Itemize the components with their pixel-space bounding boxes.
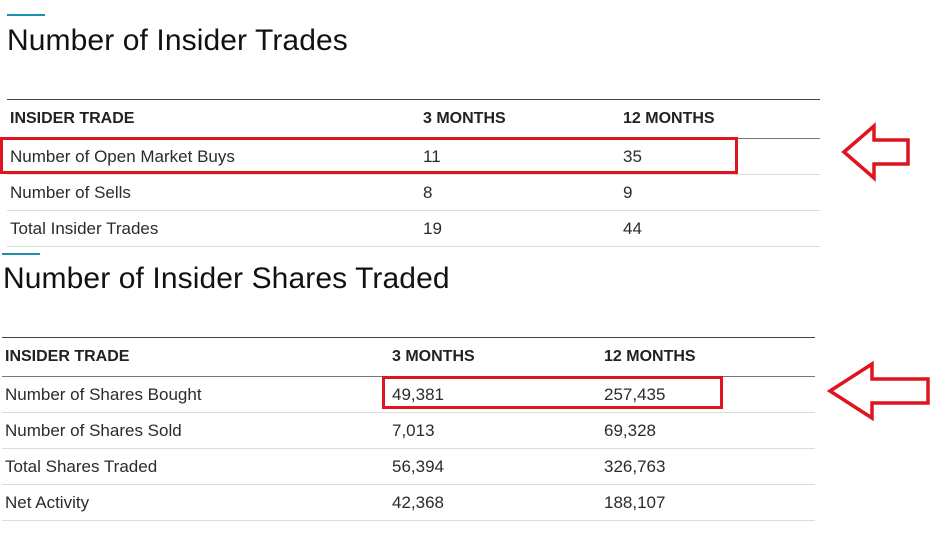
value-3-months: 19 (423, 210, 623, 247)
value-3-months: 56,394 (392, 448, 604, 485)
table-row: Number of Shares Sold 7,013 69,328 (2, 412, 815, 449)
row-label: Number of Shares Bought (2, 376, 392, 413)
column-header-insider-trade: INSIDER TRADE (2, 337, 392, 377)
value-12-months: 35 (623, 138, 820, 175)
accent-bar-trades (7, 14, 45, 16)
section-title-insider-trades: Number of Insider Trades (7, 24, 348, 57)
insider-shares-table: INSIDER TRADE 3 MONTHS 12 MONTHS Number … (2, 337, 815, 521)
highlight-box-open-market-buys (0, 137, 738, 174)
table-row: Total Shares Traded 56,394 326,763 (2, 448, 815, 485)
insider-trades-table: INSIDER TRADE 3 MONTHS 12 MONTHS Number … (7, 99, 820, 247)
table-header-row: INSIDER TRADE 3 MONTHS 12 MONTHS (2, 337, 815, 377)
column-header-3-months: 3 MONTHS (392, 337, 604, 377)
highlight-box-shares-bought (382, 376, 723, 409)
value-12-months: 326,763 (604, 448, 815, 485)
table-header-row: INSIDER TRADE 3 MONTHS 12 MONTHS (7, 99, 820, 139)
left-arrow-icon (826, 360, 930, 422)
value-3-months: 8 (423, 174, 623, 211)
row-label: Net Activity (2, 484, 392, 521)
value-12-months: 188,107 (604, 484, 815, 521)
table-row: Net Activity 42,368 188,107 (2, 484, 815, 521)
value-3-months: 7,013 (392, 412, 604, 449)
table-row: Number of Open Market Buys 11 35 (7, 138, 820, 175)
column-header-12-months: 12 MONTHS (623, 99, 820, 139)
row-label: Total Shares Traded (2, 448, 392, 485)
value-12-months: 44 (623, 210, 820, 247)
row-label: Total Insider Trades (7, 210, 423, 247)
table-row: Number of Shares Bought 49,381 257,435 (2, 376, 815, 413)
table-row: Number of Sells 8 9 (7, 174, 820, 211)
value-3-months: 11 (423, 138, 623, 175)
table-row: Total Insider Trades 19 44 (7, 210, 820, 247)
value-12-months: 9 (623, 174, 820, 211)
row-label: Number of Shares Sold (2, 412, 392, 449)
row-label: Number of Sells (7, 174, 423, 211)
value-12-months: 69,328 (604, 412, 815, 449)
value-3-months: 42,368 (392, 484, 604, 521)
section-title-insider-shares-traded: Number of Insider Shares Traded (3, 262, 450, 295)
column-header-3-months: 3 MONTHS (423, 99, 623, 139)
column-header-insider-trade: INSIDER TRADE (7, 99, 423, 139)
column-header-12-months: 12 MONTHS (604, 337, 815, 377)
left-arrow-icon (841, 122, 910, 182)
row-label: Number of Open Market Buys (7, 138, 423, 175)
accent-bar-shares (2, 253, 40, 255)
